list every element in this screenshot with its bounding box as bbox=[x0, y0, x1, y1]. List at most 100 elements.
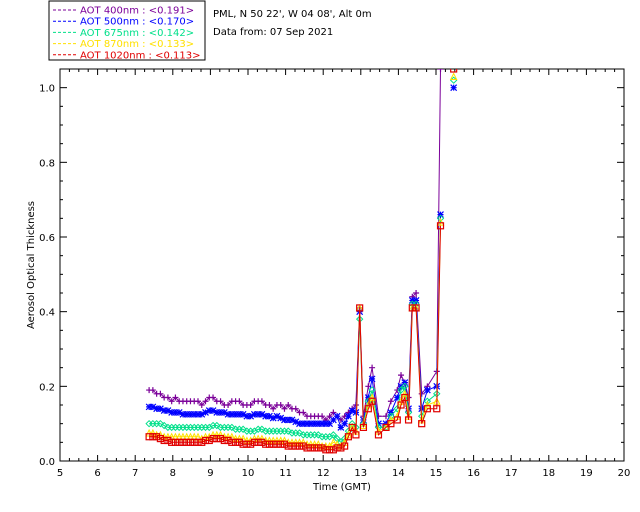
data-point bbox=[303, 440, 311, 448]
data-point bbox=[168, 398, 175, 405]
data-point bbox=[450, 69, 458, 73]
data-point bbox=[436, 222, 445, 230]
data-point bbox=[194, 410, 202, 418]
data-point bbox=[269, 414, 277, 422]
data-point bbox=[344, 433, 352, 441]
data-point bbox=[333, 440, 341, 448]
data-point bbox=[273, 436, 281, 444]
x-tick-label: 14 bbox=[392, 468, 405, 479]
x-tick-label: 15 bbox=[430, 468, 443, 479]
data-point bbox=[284, 416, 292, 424]
data-point bbox=[285, 402, 292, 408]
data-point bbox=[356, 304, 364, 312]
data-point bbox=[397, 401, 405, 409]
data-point bbox=[243, 440, 251, 448]
data-point bbox=[228, 410, 236, 418]
data-point bbox=[187, 410, 194, 418]
series-layer bbox=[145, 69, 458, 454]
data-point bbox=[368, 375, 376, 383]
data-point bbox=[306, 440, 315, 448]
data-point bbox=[247, 402, 254, 408]
data-point bbox=[205, 436, 213, 445]
data-point bbox=[277, 440, 285, 448]
data-point bbox=[330, 409, 337, 416]
data-point bbox=[213, 409, 221, 416]
data-point bbox=[194, 398, 201, 405]
data-point bbox=[329, 438, 338, 446]
data-point bbox=[231, 438, 240, 446]
data-point bbox=[292, 405, 299, 412]
data-point bbox=[254, 438, 262, 446]
data-point bbox=[311, 420, 318, 428]
data-point bbox=[156, 419, 165, 428]
data-point bbox=[284, 442, 292, 450]
legend-label: AOT 870nm : <0.133> bbox=[80, 39, 194, 50]
data-point bbox=[387, 420, 395, 428]
data-point bbox=[164, 394, 171, 401]
series-line bbox=[149, 88, 454, 428]
data-point bbox=[239, 425, 247, 433]
data-point bbox=[145, 428, 153, 437]
data-point bbox=[220, 409, 228, 416]
data-point bbox=[337, 423, 345, 431]
data-point bbox=[393, 394, 401, 401]
data-point bbox=[284, 438, 293, 446]
x-tick-label: 19 bbox=[580, 468, 593, 479]
data-point bbox=[408, 304, 416, 312]
data-point bbox=[175, 409, 183, 416]
data-point bbox=[375, 420, 382, 428]
data-point bbox=[277, 402, 284, 408]
data-point bbox=[397, 382, 405, 390]
data-point bbox=[296, 420, 303, 428]
data-point bbox=[322, 441, 330, 450]
series-line bbox=[149, 80, 454, 442]
data-point bbox=[261, 436, 270, 444]
data-point bbox=[401, 393, 409, 402]
data-point bbox=[322, 420, 330, 428]
data-point bbox=[254, 434, 262, 443]
x-tick-label: 11 bbox=[279, 468, 292, 479]
series bbox=[145, 72, 458, 450]
data-point bbox=[292, 418, 300, 426]
y-tick-label: 0.2 bbox=[39, 382, 55, 393]
data-point bbox=[250, 434, 259, 443]
x-tick-label: 6 bbox=[94, 468, 100, 479]
data-point bbox=[292, 442, 300, 450]
data-point bbox=[183, 438, 191, 446]
data-point bbox=[190, 438, 198, 446]
data-point bbox=[387, 412, 395, 420]
x-tick-label: 16 bbox=[467, 468, 480, 479]
y-tick-label: 0.4 bbox=[39, 308, 55, 319]
data-point bbox=[224, 436, 232, 445]
data-point bbox=[171, 438, 180, 446]
data-point bbox=[355, 315, 364, 323]
data-point bbox=[280, 440, 289, 448]
data-point bbox=[433, 405, 441, 413]
data-point bbox=[382, 423, 390, 431]
data-point bbox=[220, 436, 228, 445]
data-point bbox=[387, 409, 395, 416]
data-point bbox=[436, 217, 445, 226]
data-point bbox=[318, 420, 326, 428]
data-point bbox=[258, 438, 266, 446]
data-point bbox=[295, 429, 304, 437]
y-tick-label: 0.8 bbox=[39, 158, 55, 169]
data-point bbox=[232, 410, 240, 418]
data-point bbox=[250, 438, 258, 446]
data-point bbox=[277, 414, 285, 422]
x-axis: 5 6 7 8 9 10 11 12 13 14 15 16 17 18 19 20 bbox=[57, 69, 630, 479]
data-point bbox=[314, 440, 323, 448]
series-line bbox=[149, 69, 441, 421]
data-point bbox=[280, 436, 289, 444]
data-point bbox=[352, 431, 360, 439]
data-point bbox=[398, 372, 405, 379]
data-point bbox=[322, 446, 330, 454]
data-point bbox=[404, 416, 413, 424]
data-point bbox=[235, 438, 243, 446]
legend-label: AOT 500nm : <0.170> bbox=[80, 17, 194, 28]
data-point bbox=[303, 420, 311, 428]
data-point bbox=[153, 405, 161, 413]
data-point bbox=[329, 446, 337, 454]
legend-box bbox=[48, 0, 206, 61]
data-point bbox=[235, 434, 244, 443]
